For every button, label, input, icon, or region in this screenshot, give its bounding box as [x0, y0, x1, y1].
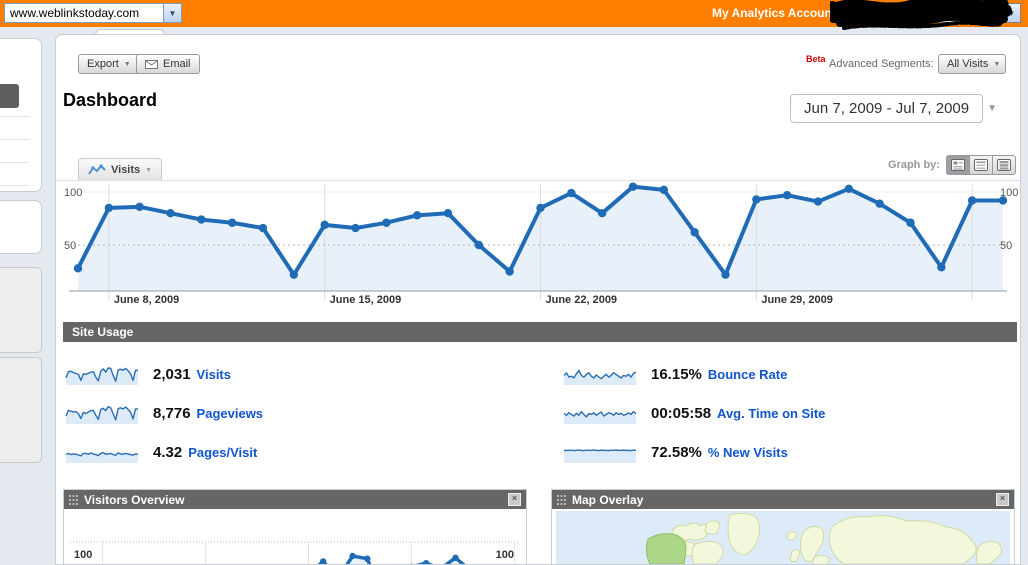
visitors-overview-panel: Visitors Overview × 100 100	[63, 489, 527, 565]
metric-link-avg-time[interactable]: Avg. Time on Site	[717, 405, 826, 421]
chevron-down-icon: ▼	[145, 166, 153, 174]
visitors-overview-body: 100 100	[64, 509, 526, 564]
metric-value: 2,031	[153, 365, 191, 383]
mini-axis-label-right: 100	[495, 549, 514, 561]
site-usage-header: Site Usage	[63, 322, 1017, 342]
mini-axis-label-left: 100	[74, 549, 93, 561]
accounts-dropdown[interactable]: ▼	[843, 3, 1021, 23]
svg-text:June 29, 2009: June 29, 2009	[761, 294, 833, 306]
sidebar-item-selected[interactable]	[0, 84, 19, 108]
visits-timeline-chart: 50 50 100 100 June 8, 2009 June 15, 2009 June …	[64, 182, 1018, 306]
top-bar: www.weblinkstoday.com ▼ My Analytics Acc…	[0, 0, 1028, 30]
segment-value: All Visits	[947, 58, 989, 70]
chevron-down-icon: ▼	[993, 60, 1001, 68]
pageviews-sparkline	[65, 405, 138, 424]
svg-text:100: 100	[1000, 187, 1018, 199]
svg-text:June 15, 2009: June 15, 2009	[330, 294, 402, 306]
bounce-rate-sparkline	[563, 369, 637, 385]
date-range-value: Jun 7, 2009 - Jul 7, 2009	[790, 94, 984, 123]
svg-text:50: 50	[1000, 240, 1012, 252]
chevron-down-icon: ▼	[163, 4, 181, 22]
graph-by-month-icon	[997, 159, 1011, 171]
graph-by-button-group	[946, 155, 1016, 175]
metric-row-avg-time: 00:05:58 Avg. Time on Site	[563, 402, 825, 424]
avg-time-sparkline	[563, 410, 637, 424]
metric-value: 8,776	[153, 404, 191, 422]
tab-visits[interactable]: Visits ▼	[78, 158, 163, 181]
metric-link-pages-visit[interactable]: Pages/Visit	[188, 444, 258, 460]
export-label: Export	[87, 58, 119, 70]
email-label: Email	[163, 58, 191, 70]
new-visits-sparkline	[563, 448, 637, 463]
svg-text:100: 100	[64, 187, 82, 199]
pages-visit-sparkline	[65, 451, 139, 463]
graph-by-month-button[interactable]	[992, 155, 1016, 175]
panel-pointer-notch	[95, 29, 165, 36]
close-icon[interactable]: ×	[996, 493, 1009, 506]
date-range-selector[interactable]: Jun 7, 2009 - Jul 7, 2009 ▼	[790, 94, 1001, 123]
accounts-label: My Analytics Accounts:	[712, 6, 847, 20]
sidebar-secondary-panel	[0, 200, 42, 254]
visits-sparkline	[65, 366, 138, 385]
metric-row-new-visits: 72.58% % New Visits	[563, 441, 788, 463]
panel-title: Map Overlay	[572, 492, 644, 507]
site-selector-value: www.weblinkstoday.com	[10, 6, 140, 20]
email-button[interactable]: Email	[136, 54, 200, 74]
metric-link-pageviews[interactable]: Pageviews	[196, 405, 264, 421]
metric-link-bounce-rate[interactable]: Bounce Rate	[707, 366, 788, 382]
chevron-down-icon: ▼	[1002, 4, 1020, 22]
svg-text:50: 50	[64, 240, 76, 252]
drag-handle-icon[interactable]	[557, 494, 566, 505]
tab-underline	[56, 180, 1020, 181]
drag-handle-icon[interactable]	[69, 494, 78, 505]
metric-value: 72.58%	[651, 443, 702, 461]
envelope-icon	[145, 59, 158, 69]
graph-by-label: Graph by:	[888, 159, 940, 171]
segment-dropdown[interactable]: All Visits ▼	[938, 54, 1006, 74]
close-icon[interactable]: ×	[508, 493, 521, 506]
metric-row-visits: 2,031 Visits	[65, 363, 231, 385]
metric-value: 16.15%	[651, 365, 702, 383]
sidebar-help-panel-2	[0, 357, 42, 463]
tab-visits-label: Visits	[111, 164, 141, 176]
page-title: Dashboard	[63, 90, 158, 110]
metric-row-pages-visit: 4.32 Pages/Visit	[65, 441, 257, 463]
advanced-segments-label: Advanced Segments:	[829, 58, 934, 70]
metric-link-visits[interactable]: Visits	[196, 366, 231, 382]
visitors-mini-chart	[70, 541, 520, 564]
sparkline-icon	[88, 164, 106, 175]
visitors-overview-header: Visitors Overview ×	[64, 490, 526, 509]
map-overlay-body	[552, 509, 1014, 564]
map-overlay-header: Map Overlay ×	[552, 490, 1014, 509]
sidebar-nav-panel	[0, 38, 42, 192]
beta-badge: Beta	[806, 54, 826, 64]
sidebar-help-panel-1	[0, 267, 42, 353]
metric-row-pageviews: 8,776 Pageviews	[65, 402, 263, 424]
metric-link-new-visits[interactable]: % New Visits	[707, 444, 788, 460]
chevron-down-icon: ▼	[123, 60, 131, 68]
chevron-down-icon: ▼	[987, 103, 998, 114]
svg-text:June 22, 2009: June 22, 2009	[546, 294, 618, 306]
metric-row-bounce-rate: 16.15% Bounce Rate	[563, 363, 787, 385]
world-map	[556, 511, 1010, 564]
export-button[interactable]: Export ▼	[78, 54, 140, 74]
svg-text:June 8, 2009: June 8, 2009	[114, 294, 179, 306]
site-selector-dropdown[interactable]: www.weblinkstoday.com ▼	[4, 3, 182, 23]
metric-value: 4.32	[153, 443, 183, 461]
graph-by-week-icon	[974, 159, 988, 171]
graph-by-week-button[interactable]	[969, 155, 993, 175]
metric-value: 00:05:58	[651, 404, 712, 422]
panel-title: Visitors Overview	[84, 492, 185, 507]
graph-by-day-icon	[951, 159, 965, 171]
graph-by-day-button[interactable]	[946, 155, 970, 175]
map-overlay-panel: Map Overlay ×	[551, 489, 1015, 565]
